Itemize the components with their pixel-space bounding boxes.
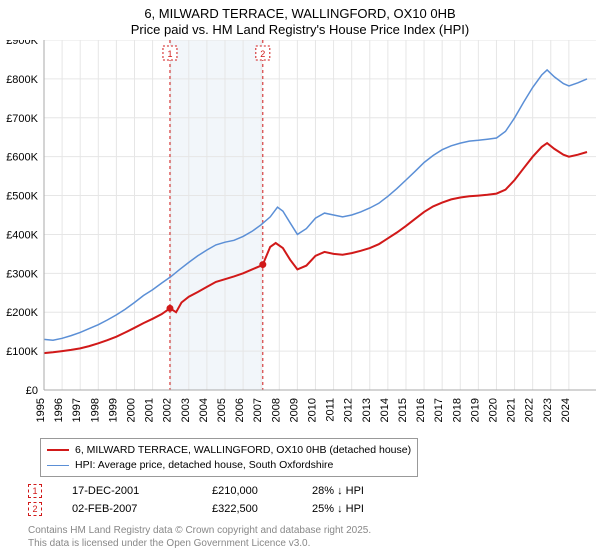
svg-text:£100K: £100K bbox=[6, 346, 38, 358]
marker-table: 1 17-DEC-2001£210,00028% ↓ HPI 2 02-FEB-200… bbox=[28, 482, 432, 518]
svg-text:2012: 2012 bbox=[343, 398, 355, 422]
title-line2: Price paid vs. HM Land Registry's House … bbox=[0, 22, 600, 37]
svg-text:2000: 2000 bbox=[125, 398, 137, 422]
svg-text:1997: 1997 bbox=[71, 398, 83, 422]
svg-text:1998: 1998 bbox=[89, 398, 101, 422]
attribution-line2: This data is licensed under the Open Gov… bbox=[28, 538, 371, 551]
legend-item: 6, MILWARD TERRACE, WALLINGFORD, OX10 0H… bbox=[47, 443, 411, 458]
svg-text:2001: 2001 bbox=[144, 398, 156, 422]
svg-text:£600K: £600K bbox=[6, 152, 38, 164]
svg-text:1995: 1995 bbox=[35, 398, 47, 422]
svg-text:2: 2 bbox=[260, 49, 265, 59]
legend: 6, MILWARD TERRACE, WALLINGFORD, OX10 0H… bbox=[40, 438, 418, 477]
svg-text:2023: 2023 bbox=[542, 398, 554, 422]
svg-text:£300K: £300K bbox=[6, 268, 38, 280]
title-line1: 6, MILWARD TERRACE, WALLINGFORD, OX10 0H… bbox=[0, 6, 600, 21]
marker-date: 02-FEB-2007 bbox=[72, 503, 212, 515]
svg-text:£400K: £400K bbox=[6, 229, 38, 241]
svg-text:2015: 2015 bbox=[397, 398, 409, 422]
svg-text:2008: 2008 bbox=[270, 398, 282, 422]
marker-delta: 25% ↓ HPI bbox=[312, 503, 432, 515]
svg-text:2021: 2021 bbox=[506, 398, 518, 422]
svg-text:£900K: £900K bbox=[6, 40, 38, 47]
svg-text:2013: 2013 bbox=[361, 398, 373, 422]
svg-text:2010: 2010 bbox=[306, 398, 318, 422]
chart-title-block: 6, MILWARD TERRACE, WALLINGFORD, OX10 0H… bbox=[0, 0, 600, 39]
svg-text:1: 1 bbox=[167, 49, 172, 59]
svg-text:2016: 2016 bbox=[415, 398, 427, 422]
svg-text:1999: 1999 bbox=[107, 398, 119, 422]
chart-area: £0 £100K £200K £300K £400K £500K £600K £700K £80… bbox=[0, 40, 600, 430]
marker-delta: 28% ↓ HPI bbox=[312, 485, 432, 497]
svg-text:£700K: £700K bbox=[6, 113, 38, 125]
svg-text:2018: 2018 bbox=[451, 398, 463, 422]
marker-row: 2 02-FEB-2007£322,50025% ↓ HPI bbox=[28, 500, 432, 518]
svg-text:£200K: £200K bbox=[6, 307, 38, 319]
legend-label: 6, MILWARD TERRACE, WALLINGFORD, OX10 0H… bbox=[75, 443, 411, 458]
legend-swatch bbox=[47, 465, 69, 466]
svg-text:2017: 2017 bbox=[433, 398, 445, 422]
legend-item: HPI: Average price, detached house, Sout… bbox=[47, 458, 411, 473]
svg-text:2006: 2006 bbox=[234, 398, 246, 422]
marker-row: 1 17-DEC-2001£210,00028% ↓ HPI bbox=[28, 482, 432, 500]
svg-text:2009: 2009 bbox=[288, 398, 300, 422]
attribution: Contains HM Land Registry data © Crown c… bbox=[28, 525, 371, 550]
marker-date: 17-DEC-2001 bbox=[72, 485, 212, 497]
svg-text:2003: 2003 bbox=[180, 398, 192, 422]
svg-text:2022: 2022 bbox=[524, 398, 536, 422]
svg-text:2007: 2007 bbox=[252, 398, 264, 422]
marker-number-box: 1 bbox=[28, 484, 42, 498]
marker-number-box: 2 bbox=[28, 502, 42, 516]
legend-swatch bbox=[47, 449, 69, 451]
marker-price: £322,500 bbox=[212, 503, 312, 515]
svg-text:£500K: £500K bbox=[6, 191, 38, 203]
svg-text:2024: 2024 bbox=[560, 398, 572, 422]
svg-text:2019: 2019 bbox=[469, 398, 481, 422]
svg-text:2014: 2014 bbox=[379, 398, 391, 422]
marker-price: £210,000 bbox=[212, 485, 312, 497]
svg-text:2011: 2011 bbox=[325, 398, 337, 422]
svg-text:2004: 2004 bbox=[198, 398, 210, 422]
svg-text:2020: 2020 bbox=[487, 398, 499, 422]
chart-svg: £0 £100K £200K £300K £400K £500K £600K £700K £80… bbox=[0, 40, 600, 430]
svg-text:2005: 2005 bbox=[216, 398, 228, 422]
svg-text:£0: £0 bbox=[26, 385, 38, 397]
svg-text:1996: 1996 bbox=[53, 398, 65, 422]
svg-text:£800K: £800K bbox=[6, 74, 38, 86]
svg-text:2002: 2002 bbox=[162, 398, 174, 422]
attribution-line1: Contains HM Land Registry data © Crown c… bbox=[28, 525, 371, 538]
legend-label: HPI: Average price, detached house, Sout… bbox=[75, 458, 333, 473]
